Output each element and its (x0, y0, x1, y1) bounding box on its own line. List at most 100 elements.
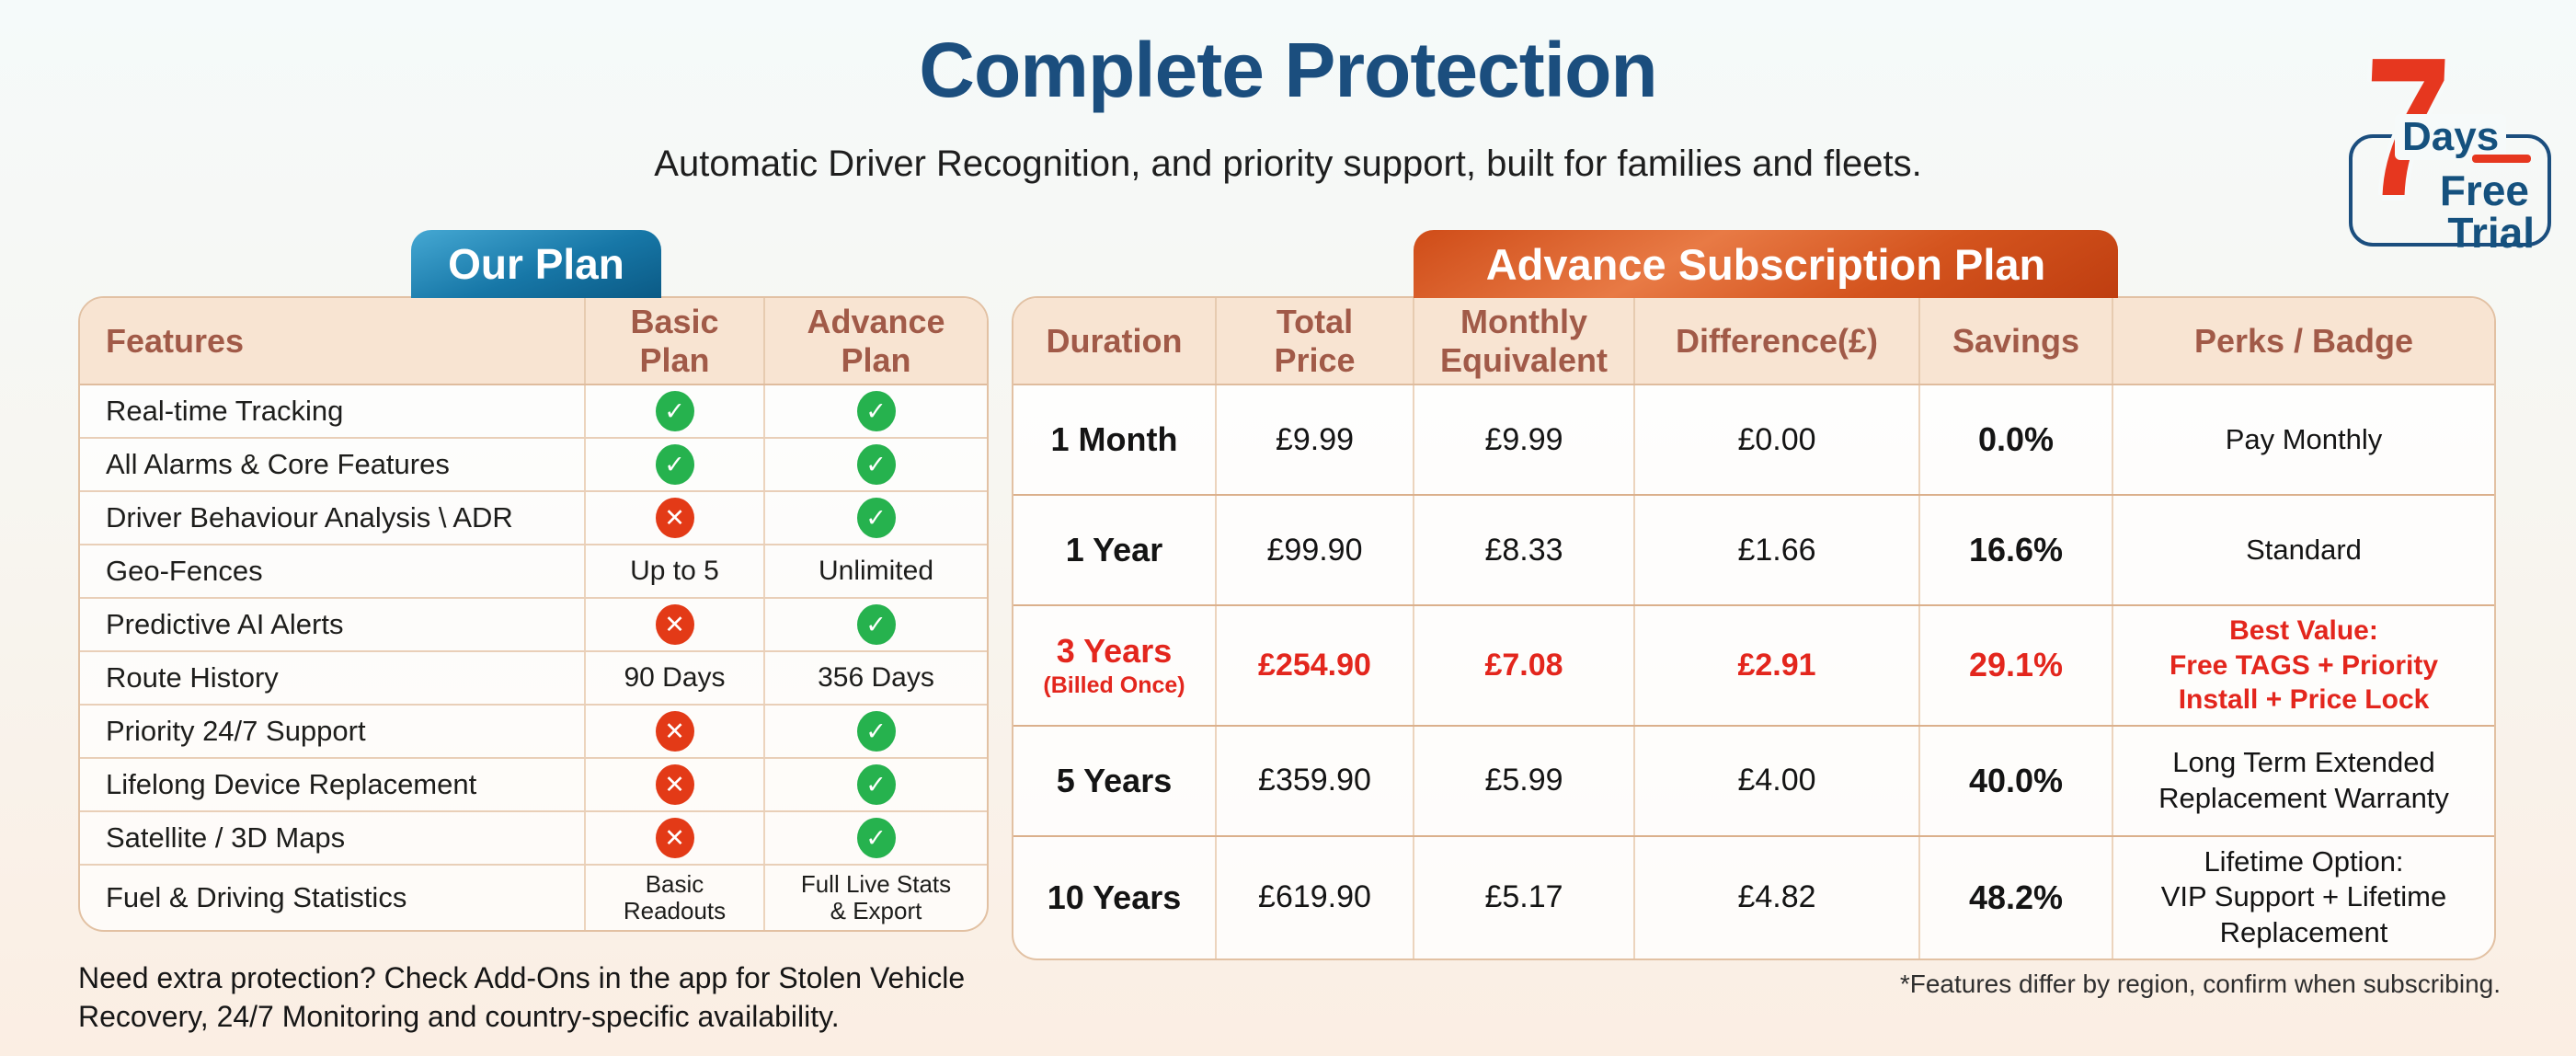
basic-plan-value: ✕ (584, 811, 764, 866)
monthly-equivalent-cell: £8.33 (1413, 495, 1634, 606)
pricing-row: 1 Year £99.90 £8.33 £1.66 16.6% Standard (1013, 495, 2494, 606)
feature-row: Route History 90 Days 356 Days (80, 651, 987, 706)
savings-cell: 0.0% (1918, 385, 2112, 496)
duration-label: 5 Years (1056, 761, 1173, 799)
addons-note: Need extra protection? Check Add-Ons in … (78, 961, 966, 1034)
difference-cell: £4.00 (1633, 725, 1919, 837)
difference-cell: £1.66 (1633, 495, 1919, 606)
duration-cell: 10 Years (1013, 836, 1216, 958)
savings-cell: 29.1% (1918, 605, 2112, 727)
feature-label: Lifelong Device Replacement (80, 758, 585, 812)
our-plan-badge: Our Plan (411, 230, 661, 298)
feature-row: Real-time Tracking ✓ ✓ (80, 385, 987, 439)
basic-plan-value: ✓ (584, 438, 764, 492)
duration-note: (Billed Once) (1043, 671, 1185, 698)
check-icon: ✓ (655, 444, 694, 485)
cross-icon: ✕ (655, 711, 694, 752)
advance-plan-value: ✓ (763, 758, 987, 812)
basic-plan-value: ✕ (584, 491, 764, 545)
trial-free-label: Free (2439, 166, 2529, 214)
feature-row: Lifelong Device Replacement ✕ ✓ (80, 758, 987, 812)
difference-cell: £2.91 (1633, 605, 1919, 727)
savings-cell: 40.0% (1918, 725, 2112, 837)
advance-plan-column-header: Advance Plan (763, 298, 987, 385)
basic-plan-value: ✕ (584, 758, 764, 812)
perks-badge-cell: Pay Monthly (2112, 385, 2494, 496)
difference-cell: £4.82 (1633, 835, 1919, 958)
savings-cell: 16.6% (1918, 495, 2112, 606)
pricing-row: 1 Month £9.99 £9.99 £0.00 0.0% Pay Monthly (1013, 385, 2494, 496)
feature-row: Priority 24/7 Support ✕ ✓ (80, 705, 987, 759)
monthly-equivalent-cell: £9.99 (1413, 385, 1634, 496)
feature-label: Fuel & Driving Statistics (106, 881, 407, 914)
page-title: Complete Protection (919, 27, 1657, 113)
trial-trial-label: Trial (2447, 209, 2535, 257)
feature-label: Real-time Tracking (80, 385, 585, 439)
total-price-cell: £254.90 (1215, 605, 1414, 727)
pricing-row: 10 Years £619.90 £5.17 £4.82 48.2% Lifetime O… (1013, 835, 2494, 958)
monthly-equivalent-cell: £5.99 (1413, 725, 1634, 837)
total-price-cell: £9.99 (1215, 385, 1414, 496)
duration-label: 1 Month (1050, 420, 1178, 458)
total-price-cell: £619.90 (1215, 835, 1414, 958)
cross-icon: ✕ (655, 764, 694, 805)
monthly-equivalent-cell: £5.17 (1413, 835, 1634, 958)
feature-row: Driver Behaviour Analysis \ ADR ✕ ✓ (80, 491, 987, 545)
basic-plan-column-header: Basic Plan (584, 298, 764, 385)
advance-plan-value: ✓ (763, 811, 987, 866)
basic-plan-value: ✕ (584, 705, 764, 759)
monthly-equivalent-column-header: Monthly Equivalent (1413, 298, 1634, 385)
feature-label: Driver Behaviour Analysis \ ADR (80, 491, 585, 545)
duration-label: 10 Years (1047, 878, 1182, 916)
feature-row: All Alarms & Core Features ✓ ✓ (80, 438, 987, 492)
total-price-cell: £359.90 (1215, 725, 1414, 837)
check-icon: ✓ (856, 391, 896, 431)
check-icon: ✓ (856, 764, 896, 805)
features-header-row: Features Basic Plan Advance Plan (80, 298, 987, 385)
duration-cell: 5 Years (1013, 725, 1216, 837)
basic-plan-value: ✕ (584, 598, 764, 652)
feature-label: Route History (80, 651, 585, 706)
duration-cell: 1 Year (1013, 495, 1216, 606)
check-icon: ✓ (856, 711, 896, 752)
advance-plan-value: ✓ (763, 598, 987, 652)
basic-plan-value: 90 Days (584, 651, 764, 706)
duration-label: 1 Year (1065, 531, 1163, 568)
check-icon: ✓ (856, 498, 896, 538)
feature-row: Predictive AI Alerts ✕ ✓ (80, 598, 987, 652)
duration-cell: 1 Month (1013, 385, 1216, 496)
our-plan-table: Features Basic Plan Advance Plan Real-ti… (78, 296, 989, 933)
basic-plan-value: Up to 5 (584, 545, 764, 599)
advance-plan-value: Unlimited (763, 545, 987, 599)
subscription-plan-badge: Advance Subscription Plan (1414, 230, 2118, 298)
subscription-plan-table: Duration Total Price Monthly Equivalent … (1012, 296, 2496, 960)
check-icon: ✓ (856, 604, 896, 645)
difference-cell: £0.00 (1633, 385, 1919, 496)
feature-row: Satellite / 3D Maps ✕ ✓ (80, 811, 987, 866)
basic-plan-value: ✓ (584, 385, 764, 439)
perks-badge-cell: Standard (2112, 495, 2494, 606)
pricing-row: 5 Years £359.90 £5.99 £4.00 40.0% Long Term E… (1013, 725, 2494, 837)
savings-column-header: Savings (1918, 298, 2112, 385)
perks-badge-column-header: Perks / Badge (2112, 298, 2494, 385)
feature-label: Priority 24/7 Support (80, 705, 585, 759)
feature-row: Fuel & Driving Statistics Basic Readouts F… (80, 865, 987, 931)
check-icon: ✓ (655, 391, 694, 431)
advance-plan-value: 356 Days (763, 651, 987, 706)
feature-label: Satellite / 3D Maps (80, 811, 585, 866)
pricing-row: 3 Years (Billed Once) £254.90 £7.08 £2.91 29.… (1013, 605, 2494, 727)
feature-row: Geo-Fences Up to 5 Unlimited (80, 545, 987, 599)
trial-days-label: Days (2395, 114, 2507, 160)
pricing-header-row: Duration Total Price Monthly Equivalent … (1013, 298, 2494, 385)
region-footnote: *Features differ by region, confirm when… (1899, 970, 2501, 998)
duration-column-header: Duration (1013, 298, 1216, 385)
monthly-equivalent-cell: £7.08 (1413, 605, 1634, 727)
savings-cell: 48.2% (1918, 835, 2112, 958)
features-table-body: Real-time Tracking ✓ ✓ All Alarms & Core Fe… (80, 385, 987, 931)
total-price-cell: £99.90 (1215, 495, 1414, 606)
check-icon: ✓ (856, 818, 896, 858)
cross-icon: ✕ (655, 604, 694, 645)
cross-icon: ✕ (655, 498, 694, 538)
page-subtitle: Automatic Driver Recognition, and priori… (654, 143, 1922, 184)
